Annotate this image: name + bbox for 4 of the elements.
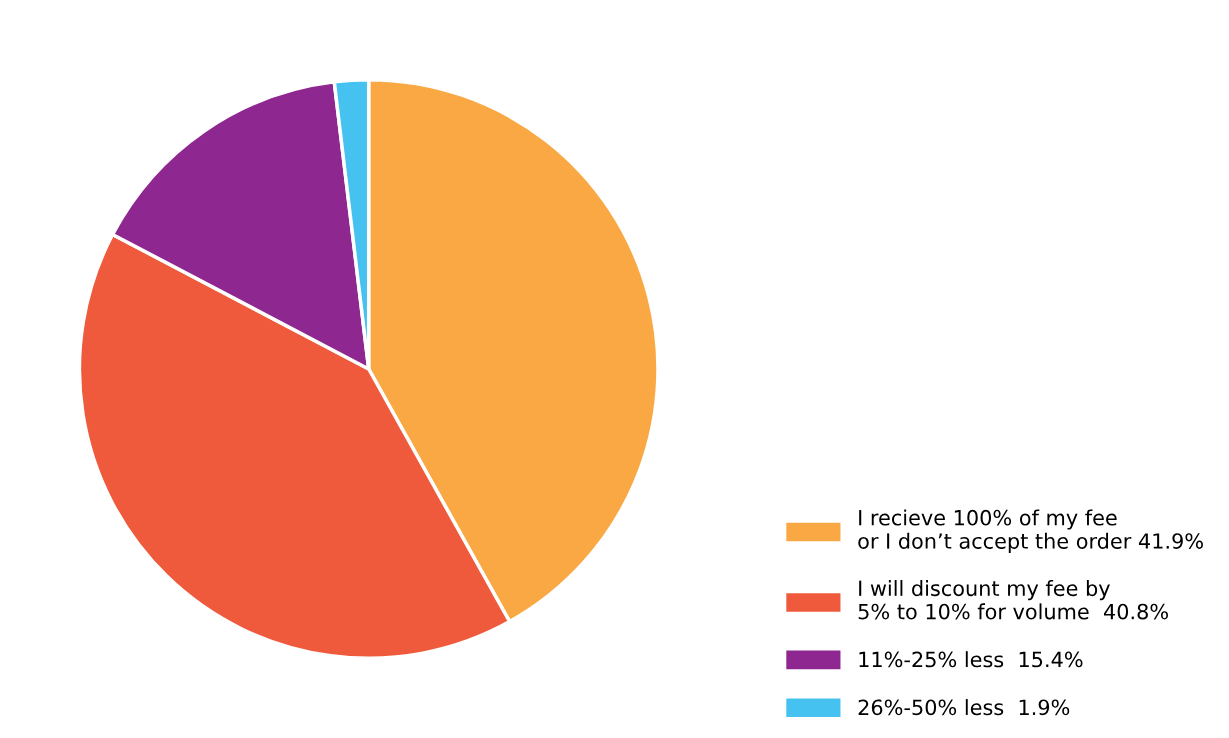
legend-label: 11%-25% less 15.4% (859, 651, 1083, 668)
legend-label: 26%-50% less 1.9% (858, 699, 1070, 716)
legend-label: I will discount my fee by 5% to 10% for volume 40.8% (858, 580, 1168, 620)
legend-label: I recieve 100% of my fee or I don’t accept the order 41.9% (858, 509, 1203, 553)
